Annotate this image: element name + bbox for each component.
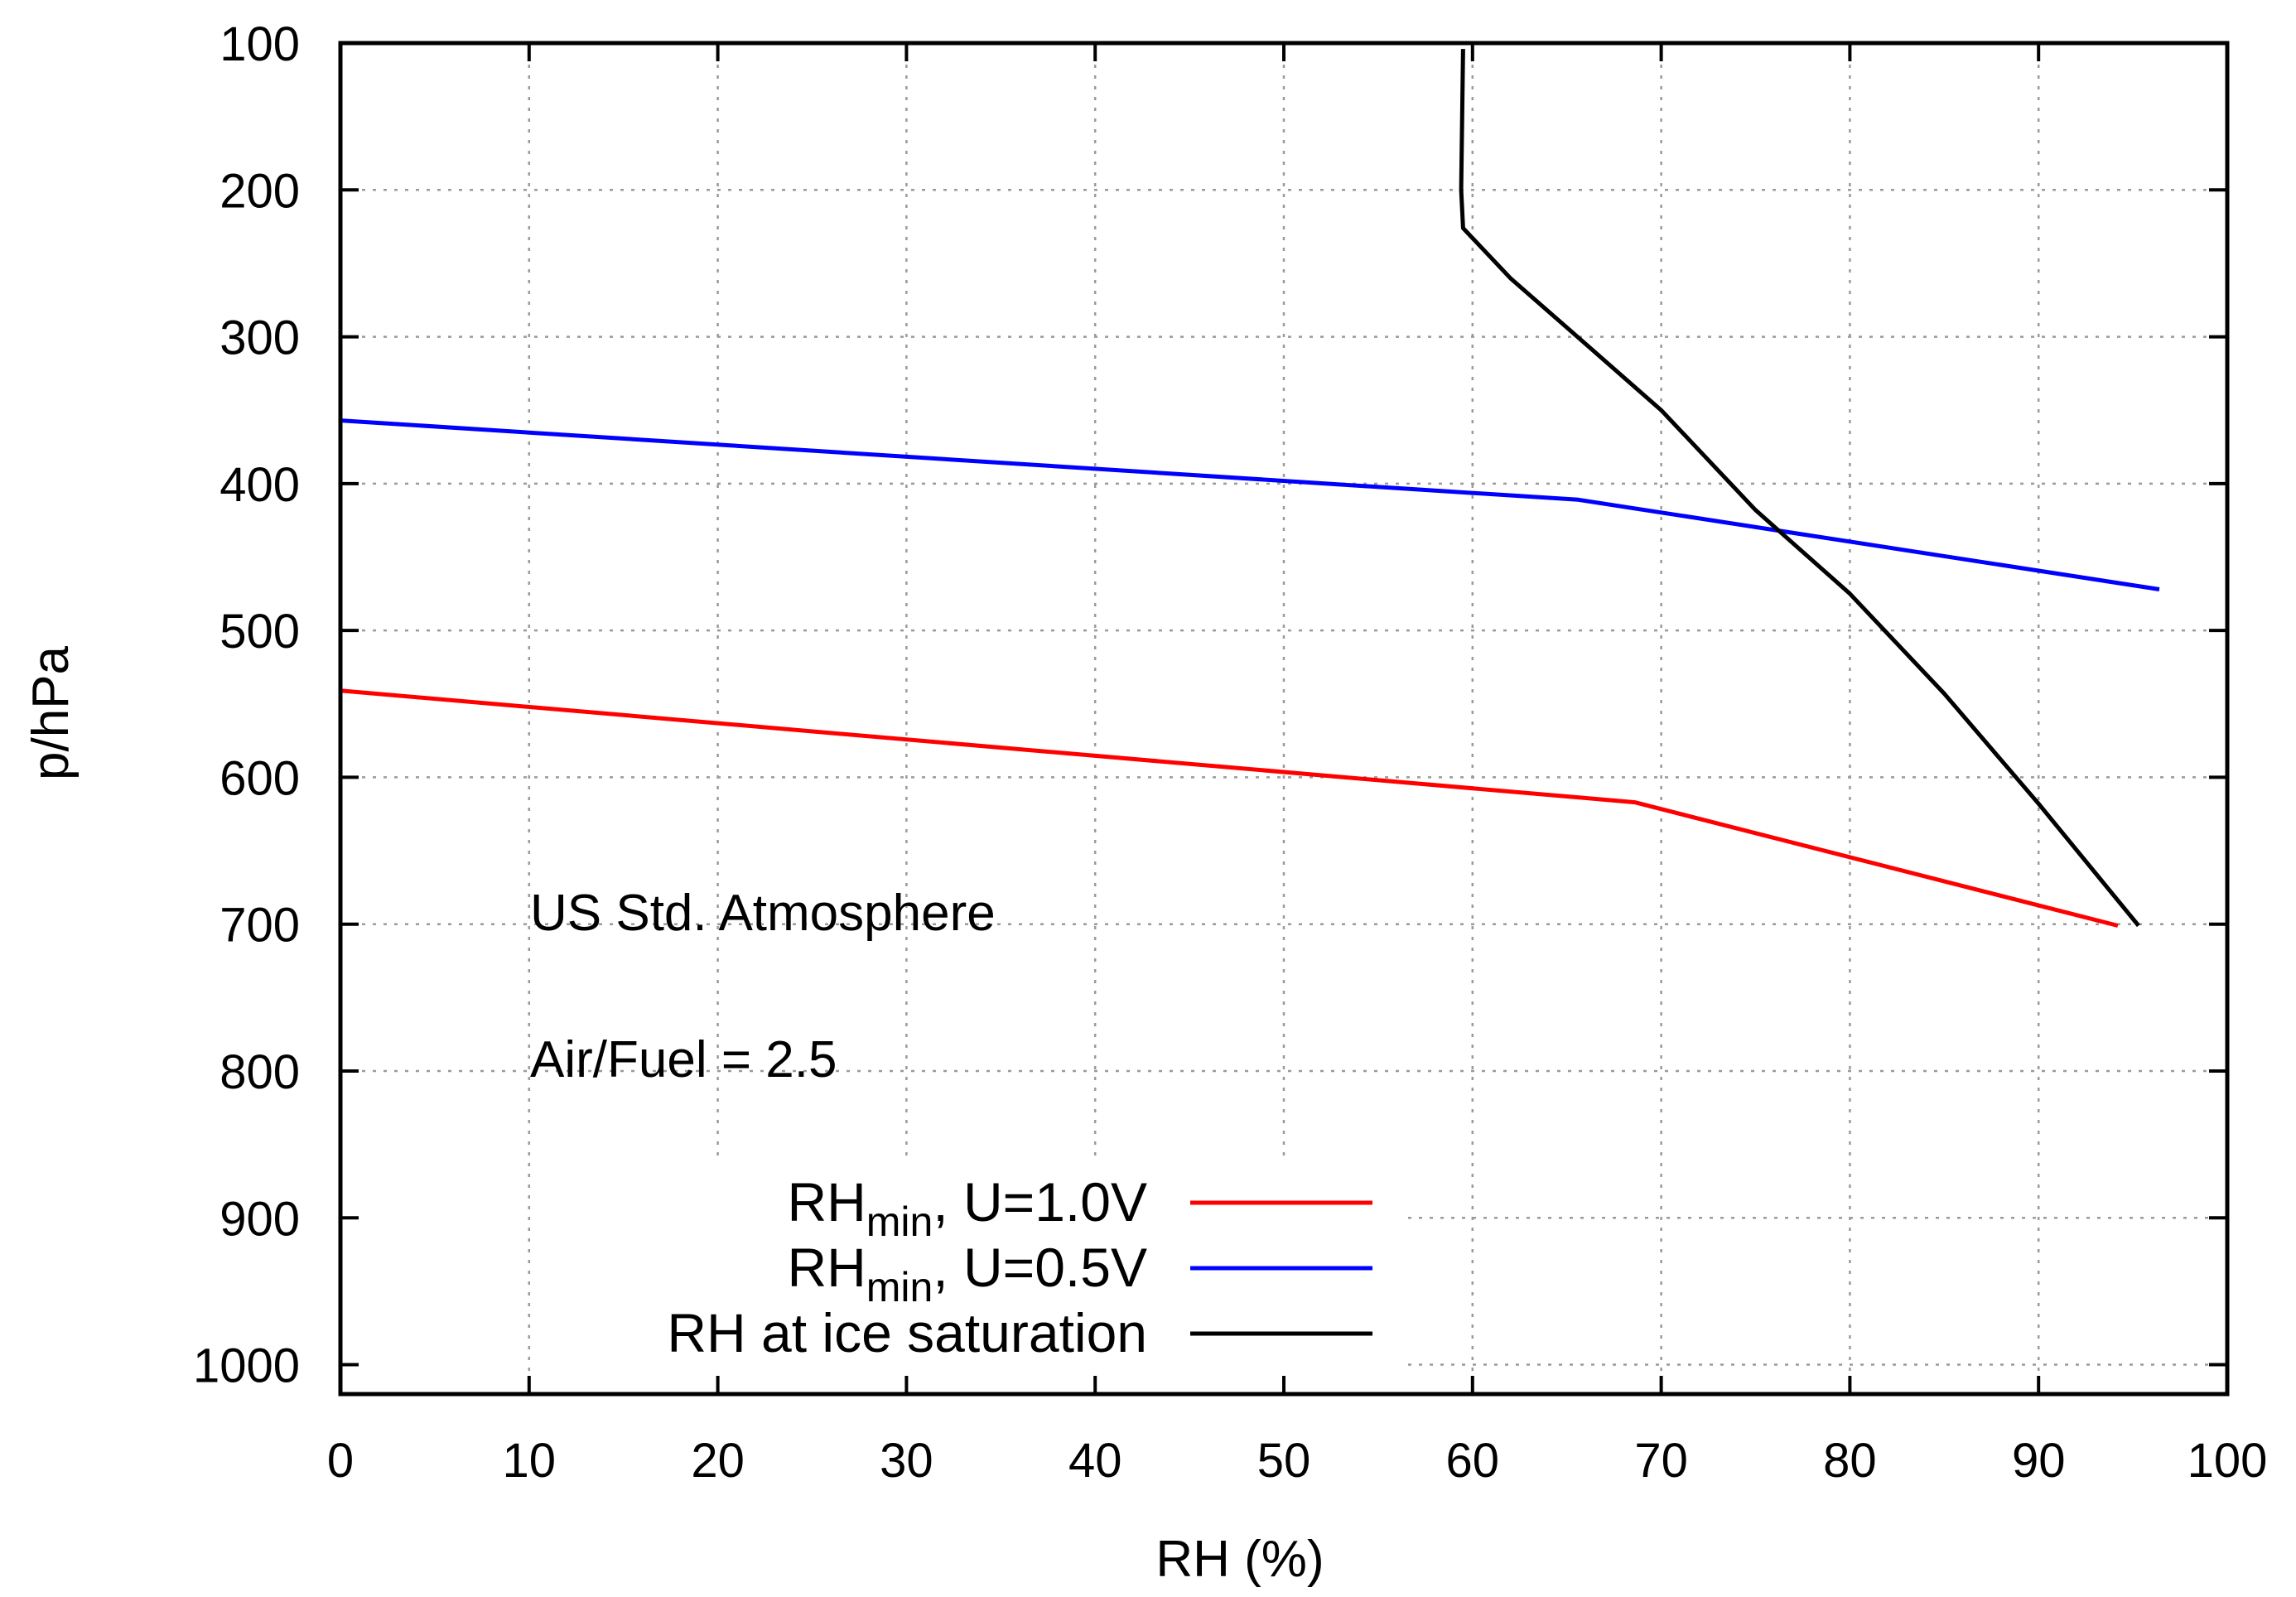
annotation-air-fuel: Air/Fuel = 2.5: [530, 1031, 837, 1088]
series-line-1: [340, 688, 2119, 928]
y-tick-label-600: 600: [219, 751, 300, 805]
series-line-3: [1459, 49, 2140, 928]
grid-layer: [340, 41, 2227, 1394]
x-tick-label-20: 20: [691, 1434, 745, 1488]
x-axis-label: RH (%): [1155, 1531, 1324, 1588]
y-tick-label-700: 700: [219, 899, 300, 953]
y-tick-label-900: 900: [219, 1192, 300, 1246]
legend-label-rest: , U=1.0V: [933, 1171, 1147, 1233]
y-tick-label-400: 400: [219, 458, 300, 512]
legend-label-main: RH at ice saturation: [667, 1302, 1147, 1363]
label-layer: 0 10 20 30 40 50 60 70 80 90 100 100 200 300 400 500 600…: [193, 17, 2267, 1488]
legend-label-main: RH: [787, 1171, 866, 1233]
legend-label-main: RH: [787, 1237, 866, 1298]
x-tick-label-40: 40: [1068, 1434, 1122, 1488]
series-layer: [340, 49, 2160, 928]
x-tick-label-50: 50: [1257, 1434, 1311, 1488]
y-tick-label-800: 800: [219, 1045, 300, 1099]
y-tick-label-500: 500: [219, 605, 300, 659]
tick-layer: [339, 41, 2229, 1394]
legend-label-subscript: min: [866, 1264, 933, 1310]
x-tick-label-30: 30: [880, 1434, 933, 1488]
x-tick-label-60: 60: [1446, 1434, 1500, 1488]
y-tick-label-1000: 1000: [193, 1339, 300, 1393]
legend-label-rest: , U=0.5V: [933, 1237, 1147, 1298]
x-tick-label-0: 0: [327, 1434, 354, 1488]
y-axis-label: p/hPa: [22, 645, 80, 780]
legend-label-subscript: min: [866, 1199, 933, 1245]
x-tick-label-10: 10: [503, 1434, 557, 1488]
x-tick-label-70: 70: [1634, 1434, 1688, 1488]
legend-label-2: RHmin, U=0.5V: [787, 1237, 1147, 1310]
y-tick-label-200: 200: [219, 164, 300, 218]
y-tick-label-100: 100: [219, 17, 300, 71]
legend-label-1: RHmin, U=1.0V: [787, 1171, 1147, 1245]
x-tick-label-100: 100: [2187, 1434, 2268, 1488]
legend-label-3: RH at ice saturation: [667, 1302, 1147, 1363]
y-tick-label-300: 300: [219, 311, 300, 365]
plot-frame: [338, 41, 2230, 1397]
x-tick-label-90: 90: [2012, 1434, 2066, 1488]
annotation-atmosphere: US Std. Atmosphere: [530, 885, 996, 942]
x-tick-label-80: 80: [1823, 1434, 1877, 1488]
series-line-2: [340, 418, 2160, 591]
